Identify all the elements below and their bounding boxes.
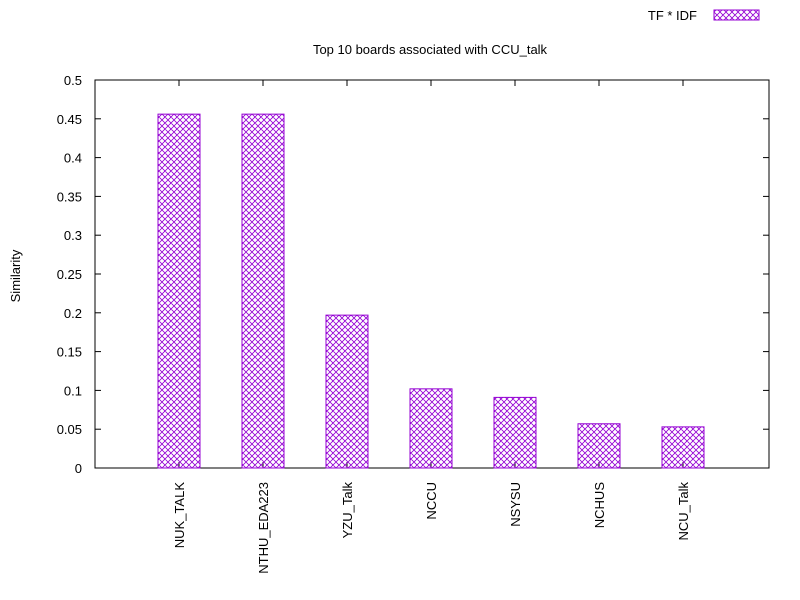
- bar-nuk-talk: [157, 113, 201, 469]
- bar-nchus: [577, 423, 621, 469]
- y-axis-ticks: 0 0.05 0.1 0.15 0.2 0.25 0.3 0.35 0.4 0.45 0.5: [57, 73, 769, 476]
- x-axis-tick-labels: NUK_TALK NTHU_EDA223 YZU_Talk NCCU NSYSU NCHU…: [172, 482, 691, 574]
- y-tick-label: 0.05: [57, 422, 82, 437]
- y-tick-label: 0.45: [57, 112, 82, 127]
- y-tick-label: 0.35: [57, 189, 82, 204]
- bar-yzu-talk: [325, 314, 369, 469]
- x-tick-label: NUK_TALK: [172, 482, 187, 549]
- x-tick-label: NSYSU: [508, 482, 523, 527]
- y-tick-label: 0.2: [64, 306, 82, 321]
- bar-nccu: [409, 388, 453, 469]
- bar-nthu-eda223: [241, 113, 285, 469]
- chart-title: Top 10 boards associated with CCU_talk: [313, 42, 548, 57]
- y-axis-label: Similarity: [8, 249, 23, 302]
- x-tick-label: YZU_Talk: [340, 482, 355, 539]
- y-tick-label: 0: [75, 461, 82, 476]
- y-tick-label: 0.3: [64, 228, 82, 243]
- x-tick-label: NCU_Talk: [676, 482, 691, 541]
- bar-ncu-talk: [661, 426, 705, 469]
- y-tick-label: 0.15: [57, 345, 82, 360]
- x-tick-label: NCHUS: [592, 482, 607, 529]
- y-tick-label: 0.1: [64, 383, 82, 398]
- x-tick-label: NCCU: [424, 482, 439, 520]
- legend-swatch: [713, 9, 760, 21]
- y-tick-label: 0.5: [64, 73, 82, 88]
- y-tick-label: 0.4: [64, 151, 82, 166]
- bars-group: [157, 113, 705, 469]
- x-tick-label: NTHU_EDA223: [256, 482, 271, 574]
- legend-label: TF * IDF: [648, 8, 697, 23]
- bar-nsysu: [493, 396, 537, 469]
- y-tick-label: 0.25: [57, 267, 82, 282]
